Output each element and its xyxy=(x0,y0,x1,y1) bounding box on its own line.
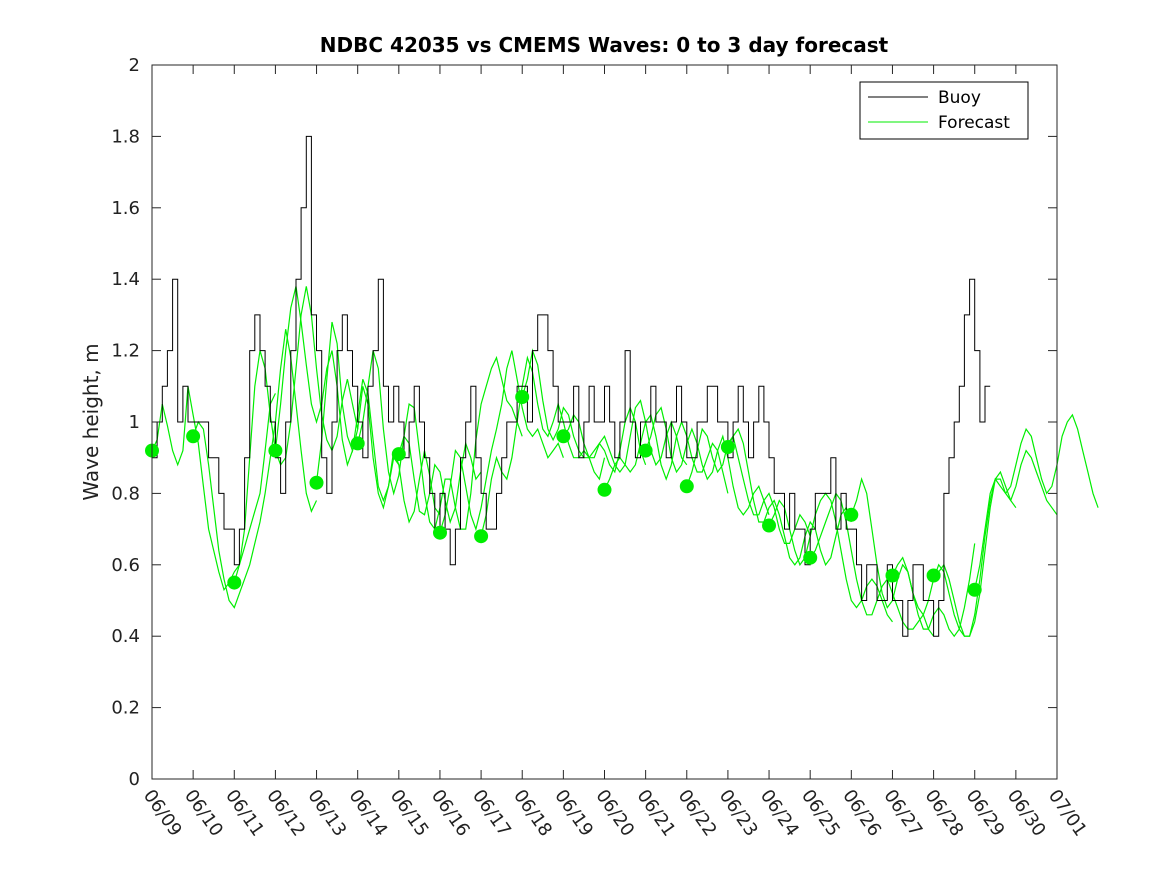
forecast-initial-point xyxy=(844,507,859,522)
forecast-initial-point xyxy=(433,525,447,540)
y-axis-ticks: 0 0.2 0.4 0.6 0.8 1 1.2 1.4 1.6 1.8 2 xyxy=(111,55,1057,790)
forecast-initial-point xyxy=(720,440,735,454)
x-tick-label: 06/22 xyxy=(674,786,721,841)
y-tick-label: 1.2 xyxy=(111,341,140,362)
legend: Buoy Forecast xyxy=(859,81,1029,140)
forecast-initial-point xyxy=(762,518,776,533)
y-tick-label: 0.6 xyxy=(111,555,140,576)
forecast-initial-point xyxy=(186,429,201,444)
buoy-line xyxy=(152,135,991,637)
forecast-initial-point xyxy=(350,436,365,451)
forecast-series-line-18 xyxy=(850,476,976,638)
x-tick-label: 06/14 xyxy=(345,786,392,841)
x-tick-label: 06/11 xyxy=(221,786,268,841)
x-tick-label: 06/13 xyxy=(303,786,350,841)
x-tick-label: 06/19 xyxy=(550,786,597,841)
forecast-initial-point xyxy=(597,482,612,497)
x-tick-label: 06/16 xyxy=(427,786,474,841)
x-tick-label: 06/09 xyxy=(139,786,186,841)
forecast-lines xyxy=(151,286,1099,638)
forecast-initial-point xyxy=(515,390,530,404)
y-tick-label: 2 xyxy=(129,55,140,76)
legend-entry-forecast: Forecast xyxy=(938,113,1010,133)
forecast-initial-point xyxy=(803,550,818,565)
forecast-initial-point xyxy=(309,475,324,490)
y-tick-label: 1.6 xyxy=(111,198,140,219)
forecast-initial-point xyxy=(679,479,694,494)
buoy-series-line xyxy=(152,135,991,637)
forecast-series-line-15 xyxy=(727,427,852,567)
plot-area xyxy=(145,135,1099,638)
forecast-series-line-2 xyxy=(192,329,318,609)
legend-entry-buoy: Buoy xyxy=(938,88,981,108)
x-tick-label: 06/26 xyxy=(838,786,885,841)
y-tick-label: 1.4 xyxy=(111,269,140,290)
forecast-initial-point xyxy=(556,429,571,444)
forecast-series-line-1 xyxy=(151,386,276,592)
x-tick-label: 06/24 xyxy=(756,786,803,841)
y-axis-label: Wave height, m xyxy=(79,343,103,500)
x-tick-label: 06/15 xyxy=(386,786,433,841)
legend-box xyxy=(859,81,1029,140)
forecast-initial-point xyxy=(638,443,653,458)
x-tick-label: 06/28 xyxy=(920,786,967,841)
forecast-initial-point xyxy=(967,582,982,597)
x-tick-label: 06/23 xyxy=(715,786,762,841)
forecast-series-line-14 xyxy=(686,427,811,545)
chart-title: NDBC 42035 vs CMEMS Waves: 0 to 3 day fo… xyxy=(320,33,889,57)
forecast-series-line-9 xyxy=(480,355,606,537)
forecast-series-line-3 xyxy=(233,286,359,583)
forecast-initial-point xyxy=(391,447,406,462)
forecast-series-line-17 xyxy=(809,492,935,637)
x-tick-label: 06/10 xyxy=(180,786,227,841)
x-tick-label: 06/21 xyxy=(633,786,680,841)
x-tick-label: 06/29 xyxy=(962,786,1009,841)
x-tick-label: 06/17 xyxy=(468,786,515,841)
x-tick-label: 06/30 xyxy=(1003,786,1050,841)
forecast-series-line-12 xyxy=(603,413,729,494)
forecast-initial-points xyxy=(145,390,982,597)
forecast-series-line-19 xyxy=(891,470,1017,637)
forecast-initial-point xyxy=(926,568,941,583)
forecast-initial-point xyxy=(227,575,242,590)
y-tick-label: 0.2 xyxy=(111,698,140,719)
forecast-series-line-13 xyxy=(645,406,770,516)
x-tick-label: 06/27 xyxy=(879,786,926,841)
y-tick-label: 0 xyxy=(129,769,140,790)
x-tick-label: 06/20 xyxy=(591,786,638,841)
y-tick-label: 0.8 xyxy=(111,483,140,504)
y-tick-label: 1.8 xyxy=(111,126,140,147)
forecast-initial-point xyxy=(885,568,900,583)
x-tick-label: 06/18 xyxy=(509,786,556,841)
x-tick-label: 06/25 xyxy=(797,786,844,841)
forecast-series-line-21 xyxy=(974,413,1099,590)
forecast-series-line-6 xyxy=(357,350,482,525)
forecast-initial-point xyxy=(268,443,283,458)
x-tick-label: 07/01 xyxy=(1044,786,1091,841)
y-tick-label: 1 xyxy=(129,412,140,433)
forecast-initial-point xyxy=(474,529,489,544)
x-tick-label: 06/12 xyxy=(262,786,309,841)
y-tick-label: 0.4 xyxy=(111,626,140,647)
forecast-series-line-5 xyxy=(315,321,441,524)
